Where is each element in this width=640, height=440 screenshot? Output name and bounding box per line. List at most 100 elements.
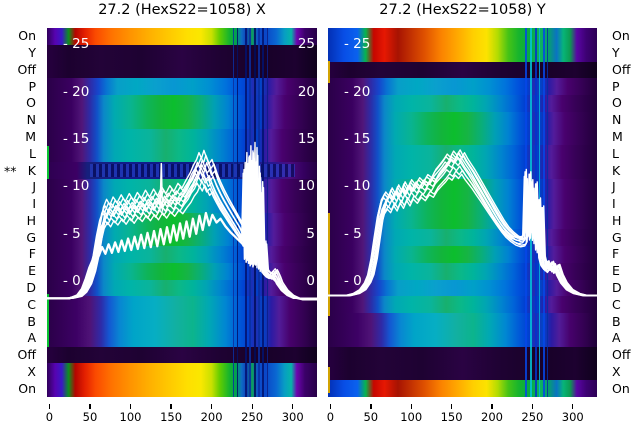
y-tick-label: - 25 bbox=[63, 36, 90, 53]
row-marker-asterisks: ** bbox=[4, 163, 17, 179]
row-label: N bbox=[26, 112, 36, 127]
heatmap-row bbox=[328, 61, 597, 79]
y-tick-label: - 15 bbox=[344, 130, 371, 147]
row-label: On bbox=[612, 380, 630, 396]
heatmap-panel-x: - 25 25 - 20 20 - 15 15 - 10 10 - 5 5 - 0 0 bbox=[47, 28, 317, 397]
row-label: Off bbox=[612, 346, 631, 362]
profile-traces-x bbox=[47, 141, 317, 301]
row-label: K bbox=[27, 162, 36, 178]
heatmap-row bbox=[328, 28, 597, 46]
x-tick-label: 50 bbox=[363, 410, 379, 424]
y-tick-label: 0 bbox=[306, 273, 315, 290]
x-tick-label: 300 bbox=[281, 410, 304, 424]
row-label: G bbox=[612, 229, 622, 245]
x-tick-label: 0 bbox=[326, 410, 335, 424]
x-tick-mark bbox=[572, 404, 574, 409]
x-tick-mark bbox=[129, 404, 132, 409]
y-tick-label: - 20 bbox=[63, 83, 90, 100]
y-tick-label: - 5 bbox=[63, 225, 81, 242]
row-label: Off bbox=[17, 346, 36, 362]
x-tick-label: 200 bbox=[481, 410, 503, 424]
heatmap-row bbox=[328, 329, 597, 348]
heatmap-row bbox=[328, 111, 597, 130]
x-tick-mark bbox=[48, 404, 51, 409]
x-tick-mark bbox=[292, 404, 294, 409]
row-label: E bbox=[28, 262, 36, 278]
row-label: On bbox=[612, 28, 630, 44]
row-label: I bbox=[32, 195, 36, 211]
row-label: L bbox=[612, 145, 619, 161]
edge-line-segment bbox=[328, 212, 330, 316]
x-tick-mark bbox=[531, 404, 534, 409]
row-label: Y bbox=[612, 44, 620, 60]
row-label: D bbox=[26, 279, 36, 295]
heatmap-row bbox=[328, 380, 597, 397]
heatmap-row bbox=[328, 279, 597, 297]
row-label: J bbox=[32, 179, 36, 195]
heatmap-row bbox=[328, 44, 597, 63]
heatmap-row bbox=[328, 95, 597, 113]
row-label: C bbox=[612, 296, 621, 312]
x-tick-mark bbox=[210, 404, 213, 409]
y-tick-label: 15 bbox=[297, 130, 315, 147]
panel-y-title: 27.2 (HexS22=1058) Y bbox=[379, 2, 546, 18]
row-label: M bbox=[25, 128, 36, 144]
y-tick-label: 10 bbox=[297, 178, 315, 195]
heatmap-panel-y: - 25 - 20 - 15 - 10 - 5 - 0 bbox=[328, 28, 597, 397]
vertical-stripe-artifact bbox=[547, 28, 549, 397]
row-label: M bbox=[612, 128, 623, 144]
x-tick-label: 100 bbox=[119, 410, 142, 424]
row-label: Off bbox=[17, 61, 36, 77]
edge-line-segment bbox=[328, 367, 330, 394]
x-tick-label: 150 bbox=[160, 410, 183, 424]
x-tick-label: 300 bbox=[561, 410, 584, 424]
row-label: X bbox=[612, 363, 621, 379]
row-label: Off bbox=[612, 61, 631, 77]
row-label: D bbox=[612, 279, 622, 295]
row-label: N bbox=[612, 112, 622, 127]
vertical-stripe-artifact bbox=[266, 28, 268, 397]
y-tick-label: - 0 bbox=[63, 273, 81, 290]
row-label: O bbox=[26, 95, 36, 111]
vertical-stripe-artifact bbox=[232, 28, 234, 397]
row-label: X bbox=[27, 363, 36, 379]
heatmap-row bbox=[328, 363, 597, 381]
row-label: F bbox=[612, 246, 620, 262]
row-label: K bbox=[612, 162, 621, 178]
heatmap-row bbox=[328, 346, 597, 364]
x-tick-label: 150 bbox=[440, 410, 463, 424]
row-label: L bbox=[29, 145, 36, 161]
y-tick-label: - 10 bbox=[63, 178, 90, 195]
row-label: A bbox=[612, 330, 621, 346]
row-label: F bbox=[28, 246, 36, 262]
y-tick-label: - 25 bbox=[344, 36, 371, 53]
x-tick-mark bbox=[450, 404, 453, 409]
row-label: H bbox=[612, 212, 622, 228]
heatmap-row bbox=[328, 246, 597, 264]
x-tick-label: 100 bbox=[400, 410, 423, 424]
row-label: Y bbox=[28, 44, 36, 60]
row-label: On bbox=[18, 380, 36, 396]
y-tick-label: 5 bbox=[306, 225, 315, 242]
x-tick-mark bbox=[491, 404, 493, 409]
x-tick-label: 0 bbox=[45, 410, 54, 424]
row-label: O bbox=[612, 95, 622, 111]
y-tick-label: - 10 bbox=[344, 178, 371, 195]
row-label: H bbox=[26, 212, 36, 228]
row-label: C bbox=[27, 296, 36, 312]
x-tick-mark bbox=[329, 404, 332, 409]
y-tick-label: - 0 bbox=[344, 273, 362, 290]
profile-traces-y bbox=[328, 149, 597, 297]
y-tick-label: 20 bbox=[297, 83, 315, 100]
x-tick-label: 250 bbox=[521, 410, 544, 424]
x-tick-mark bbox=[170, 404, 172, 409]
row-label: A bbox=[27, 330, 36, 346]
heatmap-row bbox=[328, 128, 597, 146]
row-label: B bbox=[612, 313, 621, 329]
row-label: P bbox=[612, 78, 620, 94]
row-label: P bbox=[28, 78, 36, 94]
y-tick-label: - 20 bbox=[344, 83, 371, 100]
row-label: I bbox=[612, 195, 616, 211]
x-tick-label: 200 bbox=[200, 410, 223, 424]
